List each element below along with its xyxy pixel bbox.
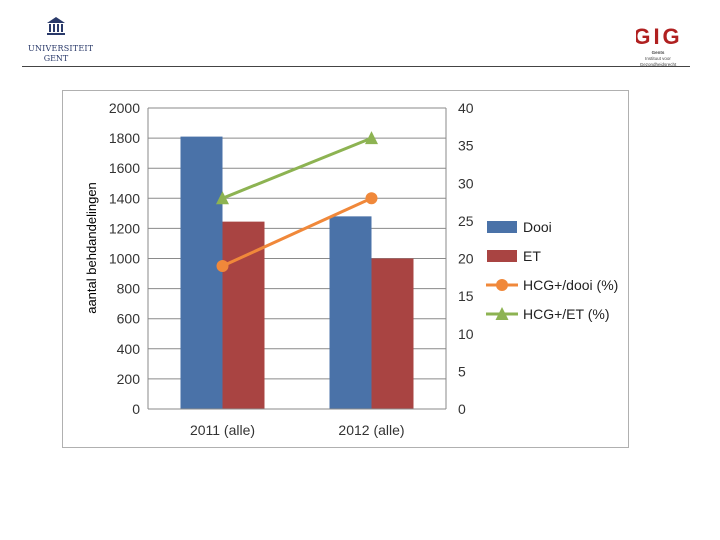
- line-series: [221, 136, 373, 200]
- circle-marker: [216, 260, 229, 273]
- gig-mark-text: GIG: [636, 24, 680, 49]
- legend-label: Dooi: [523, 219, 552, 235]
- bar-dooi: [329, 216, 372, 409]
- gig-text-line2: Instituut voor: [645, 56, 671, 61]
- y-tick-label: 200: [117, 371, 141, 387]
- gig-text-line1: Gents: [651, 50, 665, 55]
- circle-marker: [365, 192, 378, 205]
- y-axis-label: aantal behdandelingen: [84, 182, 99, 314]
- y-tick-label: 1400: [109, 190, 140, 206]
- y-tick-label: 800: [117, 281, 141, 297]
- y2-tick-label: 10: [458, 326, 474, 342]
- line-series: [221, 196, 373, 268]
- legend-label: HCG+/dooi (%): [523, 277, 618, 293]
- university-crest-icon: [47, 17, 65, 35]
- legend-circle-marker: [496, 279, 508, 291]
- y-tick-label: 600: [117, 311, 141, 327]
- combo-chart: 0 200 400 600 800 1000 1200 1400 1600 1800 2000 0 5 1…: [84, 100, 618, 438]
- legend-swatch: [487, 250, 517, 262]
- y2-tick-label: 15: [458, 288, 474, 304]
- y2-tick-label: 30: [458, 175, 474, 191]
- y-tick-label: 0: [132, 401, 140, 417]
- gig-text-line3: Gezondheidsrecht: [639, 62, 677, 67]
- y2-tick-label: 5: [458, 363, 466, 379]
- y2-tick-label: 20: [458, 251, 474, 267]
- y2-tick-label: 0: [458, 401, 466, 417]
- gig-logo-mark: GIG: [636, 24, 680, 49]
- y-tick-label: 1600: [109, 160, 140, 176]
- y2-tick-label: 25: [458, 213, 474, 229]
- y-tick-label: 2000: [109, 100, 140, 116]
- bar-et: [222, 221, 265, 409]
- y-tick-label: 1000: [109, 251, 140, 267]
- header-divider: [22, 66, 690, 67]
- logo-text-line2: GENT: [43, 54, 69, 63]
- x-tick-label: 2011 (alle): [190, 422, 255, 438]
- triangle-marker: [365, 131, 378, 145]
- gig-logo: GIG Gents Instituut voor Gezondheidsrech…: [628, 12, 688, 68]
- y2-tick-label: 40: [458, 100, 474, 116]
- y-tick-label: 1200: [109, 220, 140, 236]
- y2-tick-label: 35: [458, 138, 474, 154]
- legend-label: HCG+/ET (%): [523, 306, 609, 322]
- universiteit-gent-logo: UNIVERSITEIT GENT: [28, 14, 94, 66]
- bar-dooi: [180, 136, 223, 409]
- x-tick-label: 2012 (alle): [338, 422, 404, 438]
- logo-text-line1: UNIVERSITEIT: [28, 44, 94, 53]
- legend-swatch: [487, 221, 517, 233]
- legend-triangle-marker: [495, 307, 509, 320]
- chart-frame: 0 200 400 600 800 1000 1200 1400 1600 1800 2000 0 5 1…: [62, 90, 629, 448]
- y-tick-label: 400: [117, 341, 141, 357]
- y-tick-label: 1800: [109, 130, 140, 146]
- triangle-marker: [216, 191, 229, 205]
- bar-et: [371, 258, 414, 409]
- legend-label: ET: [523, 248, 541, 264]
